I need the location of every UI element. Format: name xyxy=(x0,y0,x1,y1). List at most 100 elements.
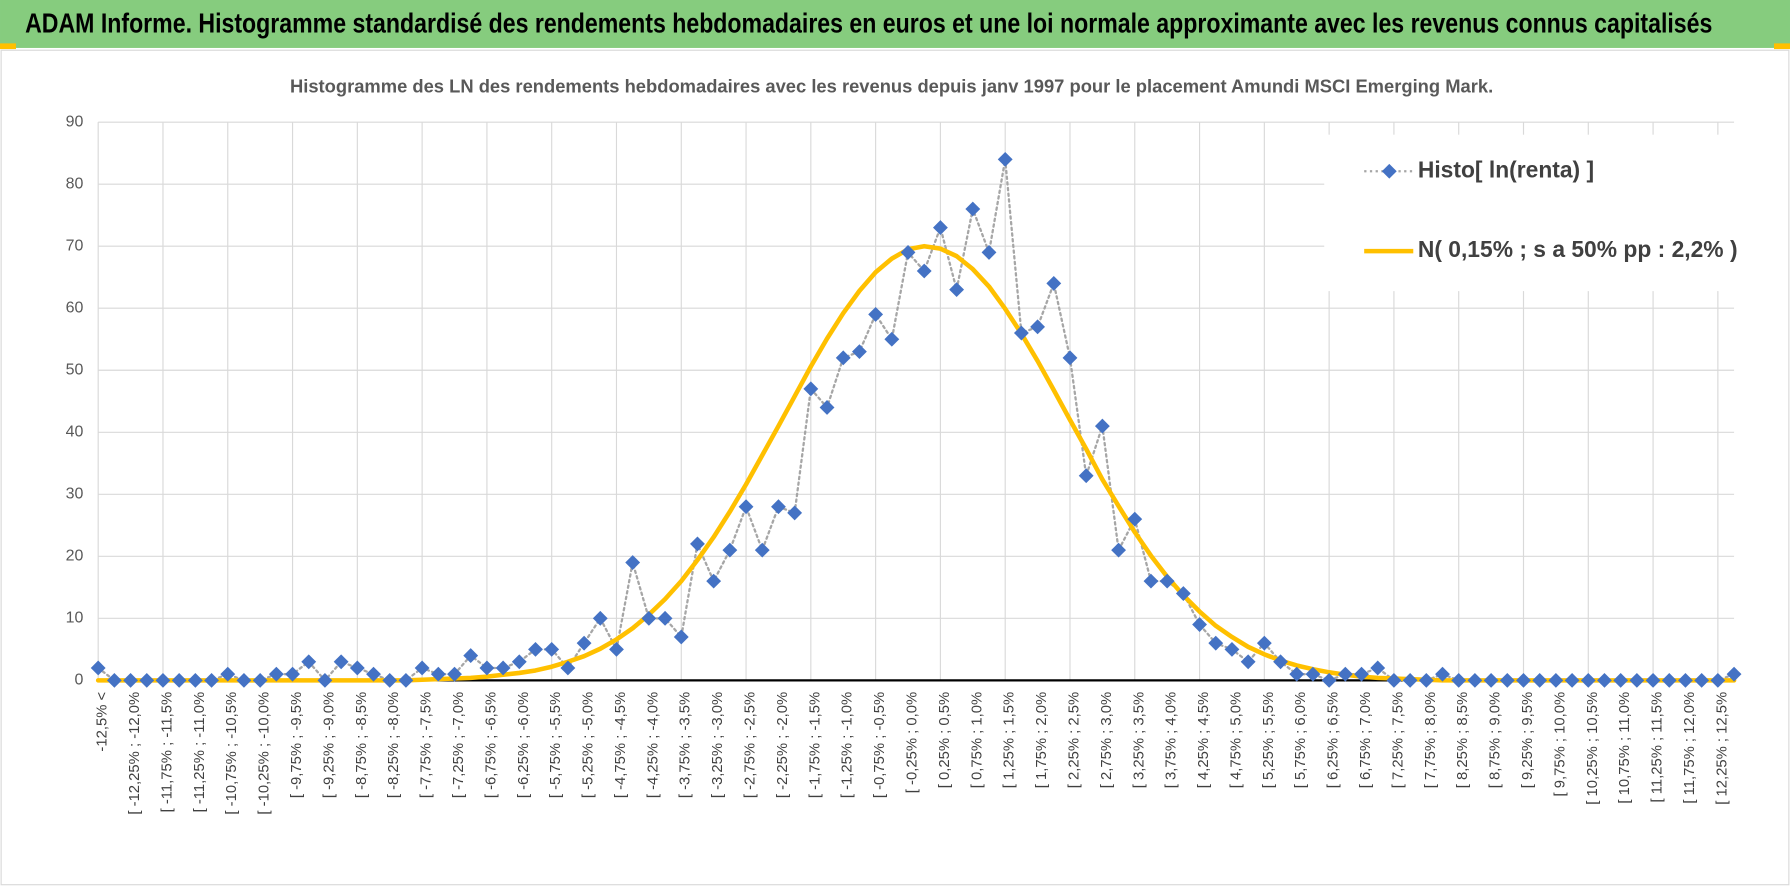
chart-title: Histogramme des LN des rendements hebdom… xyxy=(290,76,1493,97)
point xyxy=(1305,666,1321,682)
corner-mark xyxy=(1774,43,1790,50)
point xyxy=(625,555,641,570)
x-tick-label: [ -1,25% ; -1,0% xyxy=(840,692,856,798)
y-tick-label: 60 xyxy=(66,299,84,316)
x-tick-label: [ -9,25% ; -9,0% xyxy=(321,692,337,798)
y-tick-label: 10 xyxy=(66,610,84,627)
corner-mark xyxy=(0,43,16,50)
y-tick-label: 30 xyxy=(66,486,84,503)
x-tick-label: [ -5,75% ; -5,5% xyxy=(548,692,564,798)
point xyxy=(1483,672,1499,688)
x-tick-label: [ -10,25% ; -10,0% xyxy=(257,692,273,815)
x-tick-label: [ -3,75% ; -3,5% xyxy=(678,692,694,798)
x-tick-label: [ -9,75% ; -9,5% xyxy=(289,692,305,798)
point xyxy=(1046,275,1062,291)
point xyxy=(382,672,398,688)
point xyxy=(819,400,835,415)
x-tick-label: [ 11,75% ; 12,0% xyxy=(1682,692,1698,804)
x-tick-label: [ -4,75% ; -4,5% xyxy=(613,692,629,798)
point xyxy=(722,542,738,558)
point xyxy=(317,672,333,688)
x-tick-label: [ -10,75% ; -10,5% xyxy=(224,692,240,815)
x-tick-label: [ 1,25% ; 1,5% xyxy=(1002,692,1018,788)
x-tick-label: [ -8,75% ; -8,5% xyxy=(354,692,370,798)
x-tick-label: [ 8,75% ; 9,0% xyxy=(1488,692,1504,788)
point xyxy=(835,350,851,366)
point xyxy=(1386,672,1402,688)
legend-label: Histo[ ln(renta) ] xyxy=(1418,156,1594,182)
x-tick-label: [ -5,25% ; -5,0% xyxy=(581,692,597,798)
point xyxy=(463,648,479,663)
x-tick-label: [ -0,25% ; 0,0% xyxy=(905,692,921,793)
point xyxy=(949,282,965,298)
point xyxy=(187,672,203,688)
point xyxy=(1094,418,1110,434)
x-tick-label: [ -6,25% ; -6,0% xyxy=(516,692,532,798)
x-tick-label: [ -6,75% ; -6,5% xyxy=(483,692,499,798)
point xyxy=(90,660,106,676)
point xyxy=(236,672,252,688)
point xyxy=(447,666,462,682)
point xyxy=(1629,672,1645,688)
x-tick-label: [ -3,25% ; -3,0% xyxy=(710,692,726,798)
point xyxy=(495,660,511,676)
point xyxy=(981,244,997,260)
x-tick-label: [ -8,25% ; -8,0% xyxy=(386,692,402,798)
grid: 0 10 20 30 40 50 60 70 80 90 -12,5% < [ -12,25% ; -… xyxy=(66,113,1735,815)
point xyxy=(1175,586,1191,601)
x-tick-label: [ 0,25% ; 0,5% xyxy=(937,692,953,788)
point xyxy=(965,201,981,217)
x-tick-label: [ 11,25% ; 11,5% xyxy=(1650,692,1666,803)
point xyxy=(1678,672,1693,688)
point xyxy=(366,666,381,682)
point xyxy=(690,536,705,552)
x-tick-label: [ 0,75% ; 1,0% xyxy=(969,692,985,788)
point xyxy=(1256,635,1272,651)
point xyxy=(430,666,446,682)
y-tick-label: 0 xyxy=(74,672,83,689)
point xyxy=(1499,672,1515,688)
banner xyxy=(0,0,1790,48)
point xyxy=(1580,672,1596,688)
point xyxy=(1532,672,1548,688)
point xyxy=(1548,672,1564,688)
point xyxy=(609,641,624,657)
y-tick-label: 80 xyxy=(66,175,84,192)
x-tick-label: [ 5,25% ; 5,5% xyxy=(1261,692,1277,788)
point xyxy=(106,672,122,688)
x-tick-label: [ 2,25% ; 2,5% xyxy=(1066,692,1082,788)
point xyxy=(414,660,430,676)
y-tick-label: 20 xyxy=(66,548,84,565)
point xyxy=(1418,672,1434,688)
point xyxy=(1402,672,1418,688)
point xyxy=(1516,672,1531,688)
point xyxy=(1111,542,1126,558)
point xyxy=(706,573,722,589)
x-tick-label: [ 10,75% ; 11,0% xyxy=(1617,692,1633,804)
point xyxy=(398,672,414,688)
x-tick-label: [ -12,25% ; -12,0% xyxy=(127,692,143,815)
x-tick-label: [ -2,75% ; -2,5% xyxy=(743,692,759,798)
point xyxy=(268,666,284,682)
point xyxy=(1078,468,1094,484)
point xyxy=(1240,654,1256,670)
x-tick-label: [ 5,75% ; 6,0% xyxy=(1293,692,1309,788)
y-tick-label: 40 xyxy=(66,423,84,440)
point xyxy=(1289,666,1305,682)
point xyxy=(252,672,268,688)
x-tick-label: [ -7,25% ; -7,0% xyxy=(451,692,467,798)
point xyxy=(1694,672,1710,688)
point xyxy=(1013,325,1029,341)
x-tick-label: [ 7,75% ; 8,0% xyxy=(1423,692,1439,788)
x-tick-label: [ 6,75% ; 7,0% xyxy=(1358,692,1374,788)
x-tick-label: [ 4,75% ; 5,0% xyxy=(1228,692,1244,788)
point xyxy=(1224,641,1240,657)
chart-border xyxy=(0,49,1790,886)
point xyxy=(868,307,884,322)
point xyxy=(1435,666,1450,682)
banner-title: ADAM Informe. Histogramme standardisé de… xyxy=(25,7,1712,38)
legend-label: N( 0,15% ; s a 50% pp : 2,2% ) xyxy=(1418,236,1738,262)
x-tick-label: [ -1,75% ; -1,5% xyxy=(807,692,823,798)
x-tick-label: [ 2,75% ; 3,0% xyxy=(1099,692,1115,788)
